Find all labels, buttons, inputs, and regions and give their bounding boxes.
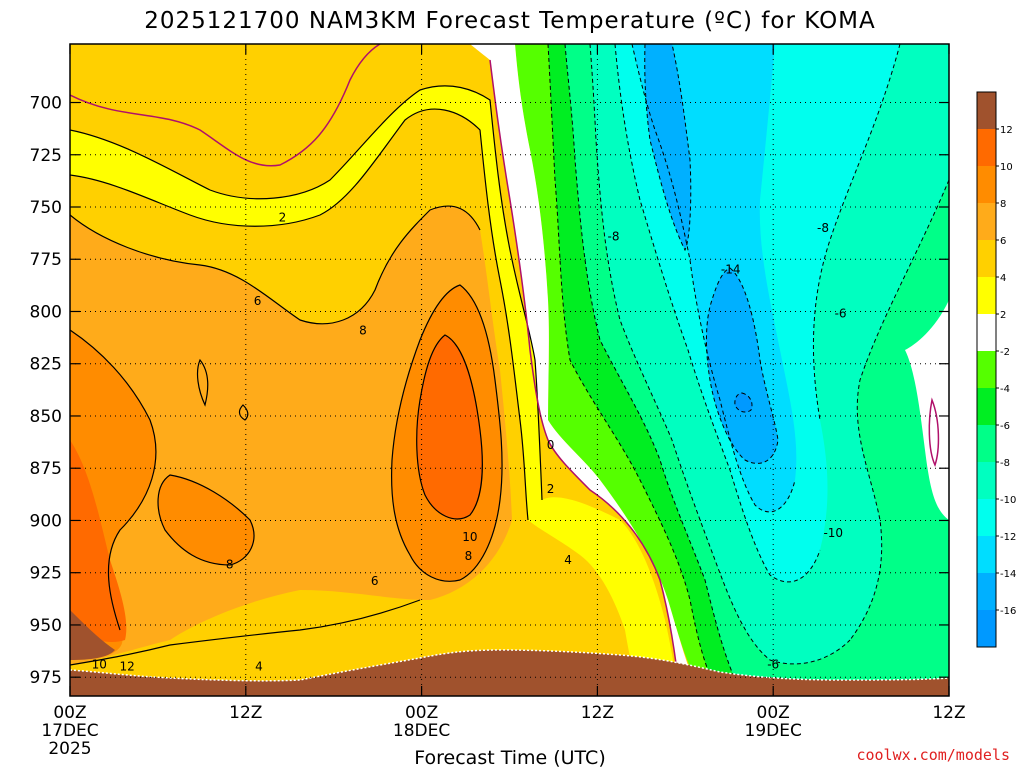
contour-label: 10 [462,530,477,544]
x-tick-label: 12Z [229,703,262,723]
colorbar-swatch [977,388,996,426]
colorbar-label: -2 [1000,347,1010,358]
terrain-ground [70,650,949,696]
contour-lines [70,85,543,666]
colorbar-swatch [977,573,996,611]
field-blue-band [644,44,691,250]
colorbar-swatch [977,166,996,204]
x-tick-date-label: 18DEC [393,721,450,741]
contour-label: 4 [255,660,263,674]
contour-lines-magenta [70,44,940,696]
colorbar-label: 12 [1000,125,1013,136]
y-tick-label: 700 [30,94,62,114]
x-tick-label: 12Z [932,703,965,723]
contour-labels: 2 6 8 0 2 4 6 8 10 8 10 12 4 -8 -14 -8 -6 -10 -6 [92,210,847,673]
colorbar-swatch [977,240,996,278]
colorbar-label: -16 [1000,606,1016,617]
colorbar-label: 8 [1000,199,1006,210]
colorbar-swatch [977,499,996,537]
colorbar-label: 4 [1000,273,1006,284]
colorbar-label: 10 [1000,162,1013,173]
contour-label: -6 [835,307,847,321]
field-white-pocket-right [905,300,949,520]
colorbar-label: -6 [1000,421,1010,432]
contour-label: -10 [823,526,843,540]
colorbar-label: -8 [1000,458,1010,469]
y-axis: 700 725 750 775 800 825 850 875 900 925 950 975 [30,94,949,688]
contour-label: 8 [465,549,473,563]
y-tick-label: 925 [30,564,62,584]
y-tick-label: 750 [30,198,62,218]
colorbar-label: -14 [1000,569,1016,580]
y-tick-label: 825 [30,355,62,375]
colorbar-frame [976,91,997,648]
contour-label: 10 [92,658,107,672]
plot-area [70,44,949,696]
colorbar-swatch [977,610,996,648]
colorbar-swatch [977,462,996,500]
colorbar-label: 6 [1000,236,1006,247]
field-brown-pocket [70,610,115,660]
colorbar-label: -12 [1000,532,1016,543]
y-tick-label: 850 [30,407,62,427]
contour-label: 6 [254,294,262,308]
x-tick-date-label: 19DEC [745,721,802,741]
x-tick-year-label: 2025 [48,739,91,759]
contour-label: -8 [608,229,620,243]
colorbar: 12 10 8 6 4 2 -2 -4 -6 -8 -10 -12 -14 -16 [976,91,1016,648]
contour-label: 4 [564,553,572,567]
colorbar-swatch [977,203,996,241]
contour-label: 0 [547,438,555,452]
contour-label: 12 [119,660,134,674]
field-darkorange-band-2 [416,335,483,519]
contour-label: 2 [547,482,555,496]
y-tick-label: 875 [30,459,62,479]
contour-label: 2 [279,210,287,224]
contour-label: -14 [721,263,741,277]
x-axis-title: Forecast Time (UTC) [414,747,605,768]
grid-lines [70,44,949,696]
field-darkorange-band [70,440,127,642]
y-tick-label: 900 [30,511,62,531]
y-tick-label: 725 [30,146,62,166]
y-tick-label: 800 [30,302,62,322]
y-tick-label: 775 [30,250,62,270]
y-tick-label: 975 [30,668,62,688]
field-blue-core [706,268,778,464]
terrain-edge [70,649,949,682]
watermark: coolwx.com/models [856,746,1010,764]
contour-label: -8 [817,221,829,235]
colorbar-swatch [977,129,996,167]
x-tick-label: 00Z [757,703,790,723]
chart-title: 2025121700 NAM3KM Forecast Temperature (… [144,8,876,34]
colorbar-swatch [977,425,996,463]
colorbar-label: 2 [1000,310,1006,321]
colorbar-swatch [977,351,996,389]
colorbar-swatch [977,277,996,315]
contour-lines-dashed [547,44,949,696]
x-tick-label: 12Z [581,703,614,723]
colorbar-swatch [977,92,996,130]
field-lightorange-band [70,206,512,665]
colorbar-swatch [977,536,996,574]
x-tick-label: 00Z [405,703,438,723]
contour-label: 8 [226,557,234,571]
x-tick-date-label: 17DEC [41,721,98,741]
colorbar-label: -4 [1000,384,1010,395]
contour-label: 8 [359,323,367,337]
y-tick-label: 950 [30,616,62,636]
contour-label: 6 [371,574,379,588]
colorbar-label: -10 [1000,495,1016,506]
x-tick-label: 00Z [53,703,86,723]
contour-label: -6 [767,658,779,672]
plot-frame [69,43,950,697]
colorbar-swatch [977,314,996,352]
field-deep-blue-cell [734,393,752,413]
